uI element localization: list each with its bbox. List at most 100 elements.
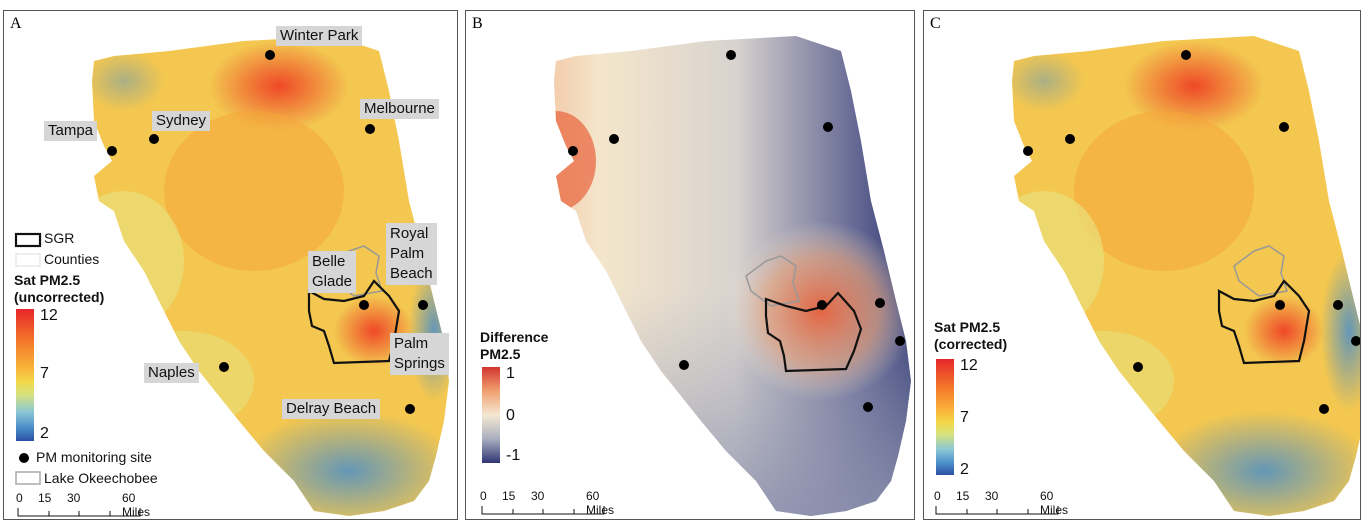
legend-c: Sat PM2.5 (corrected) 12 7 2 <box>934 319 1054 489</box>
city-label: Delray Beach <box>282 399 381 419</box>
city-label: Winter Park <box>276 26 363 46</box>
monitoring-site <box>1065 134 1075 144</box>
panel-b: B Difference PM2.5 1 0 -1 0 15 30 60 Mil… <box>465 10 915 520</box>
monitoring-site <box>679 360 689 370</box>
scale-bar-b: 0 15 30 60 Miles <box>476 489 616 517</box>
monitoring-site <box>609 134 619 144</box>
site-swatch <box>19 453 29 463</box>
scale-tick: 0 <box>16 491 23 505</box>
scale-tick: 15 <box>502 489 516 503</box>
legend-title: Sat PM2.5 (corrected) <box>934 319 1008 352</box>
legend-site: PM monitoring site <box>36 449 152 465</box>
ramp-min: 2 <box>960 461 969 478</box>
site-delray <box>405 404 415 414</box>
site-sydney <box>149 134 159 144</box>
site-belle-glade <box>359 300 369 310</box>
city-label: Belle Glade <box>308 251 357 293</box>
monitoring-site <box>1023 146 1033 156</box>
scale-line <box>935 506 1059 515</box>
monitoring-site <box>726 50 736 60</box>
color-ramp-diff <box>482 367 500 463</box>
scale-tick: 15 <box>38 491 52 505</box>
scale-tick: 15 <box>956 489 970 503</box>
monitoring-site <box>1181 50 1191 60</box>
color-ramp-sat <box>16 309 34 441</box>
monitoring-site <box>823 122 833 132</box>
monitoring-site <box>568 146 578 156</box>
blue-coast <box>1321 251 1360 411</box>
lake-okeechobee <box>745 255 800 307</box>
diff-hotspot <box>726 221 911 401</box>
scale-tick: 0 <box>480 489 487 503</box>
legend-sgr: SGR <box>44 230 75 246</box>
blue-nw <box>92 51 164 111</box>
scale-tick: 0 <box>934 489 941 503</box>
ramp-max: 1 <box>506 365 515 382</box>
monitoring-site <box>875 298 885 308</box>
city-label: Royal Palm Beach <box>386 223 437 285</box>
map-b <box>554 36 911 516</box>
hotspot-orlando <box>209 41 349 131</box>
hotspot-central <box>164 111 344 271</box>
panel-label: B <box>472 15 483 32</box>
legend-title: Difference PM2.5 <box>480 329 549 362</box>
monitoring-site <box>1275 300 1285 310</box>
ramp-mid: 0 <box>506 407 515 424</box>
scale-tick: 30 <box>531 489 545 503</box>
city-label: Palm Springs <box>390 333 449 375</box>
monitoring-site <box>1133 362 1143 372</box>
legend-title: Sat PM2.5 (uncorrected) <box>14 272 105 305</box>
legend-counties: Counties <box>44 251 100 267</box>
panel-c: C Sat PM2.5 (corrected) 12 7 2 0 15 30 6… <box>923 10 1361 520</box>
monitoring-site <box>1279 122 1289 132</box>
scale-bar-c: 0 15 30 60 Miles <box>930 489 1070 517</box>
legend-b: Difference PM2.5 1 0 -1 <box>480 329 600 489</box>
scale-tick: 30 <box>67 491 81 505</box>
monitoring-site <box>1319 404 1329 414</box>
monitoring-site <box>1333 300 1343 310</box>
legend-a: SGR Counties Sat PM2.5 (uncorrected) 12 … <box>14 229 164 509</box>
counties-swatch <box>15 253 41 267</box>
site-naples <box>219 362 229 372</box>
lake-swatch <box>15 471 41 485</box>
color-ramp-sat <box>936 359 954 475</box>
map-c <box>1012 36 1360 516</box>
site-melbourne <box>365 124 375 134</box>
hotspot-palm <box>1244 296 1324 366</box>
ramp-max: 12 <box>40 307 58 324</box>
diff-tampa <box>554 111 596 211</box>
ramp-min: -1 <box>506 447 521 464</box>
site-winter-park <box>265 50 275 60</box>
city-label: Melbourne <box>360 99 439 119</box>
monitoring-site <box>863 402 873 412</box>
panel-label: A <box>10 15 22 32</box>
ramp-max: 12 <box>960 357 978 374</box>
monitoring-site <box>817 300 827 310</box>
yellow-west <box>1012 191 1104 331</box>
sgr-boundary <box>764 291 863 373</box>
site-royal-palm <box>418 300 428 310</box>
site-tampa <box>107 146 117 156</box>
blue-nw <box>1012 51 1084 111</box>
panel-a: A Winter Park Sydney Tampa Melbourne Bel… <box>3 10 458 520</box>
city-label: Naples <box>144 363 199 383</box>
panel-label: C <box>930 15 941 32</box>
monitoring-site <box>895 336 905 346</box>
legend-lake: Lake Okeechobee <box>44 470 158 486</box>
scale-bar-a: 0 15 30 60 Miles <box>12 491 152 519</box>
hotspot-orlando <box>1124 41 1264 131</box>
scale-tick: 30 <box>985 489 999 503</box>
ramp-min: 2 <box>40 425 49 442</box>
sgr-boundary <box>1217 279 1311 365</box>
yellow-sw <box>1034 331 1174 431</box>
ramp-mid: 7 <box>960 409 969 426</box>
sgr-swatch <box>14 232 42 248</box>
scale-line <box>17 508 141 517</box>
ramp-mid: 7 <box>40 365 49 382</box>
city-label: Sydney <box>152 111 211 131</box>
city-label: Tampa <box>44 121 98 141</box>
lake-okeechobee <box>1233 245 1288 297</box>
hotspot-central <box>1074 111 1254 271</box>
scale-line <box>481 506 605 515</box>
monitoring-site <box>1351 336 1360 346</box>
